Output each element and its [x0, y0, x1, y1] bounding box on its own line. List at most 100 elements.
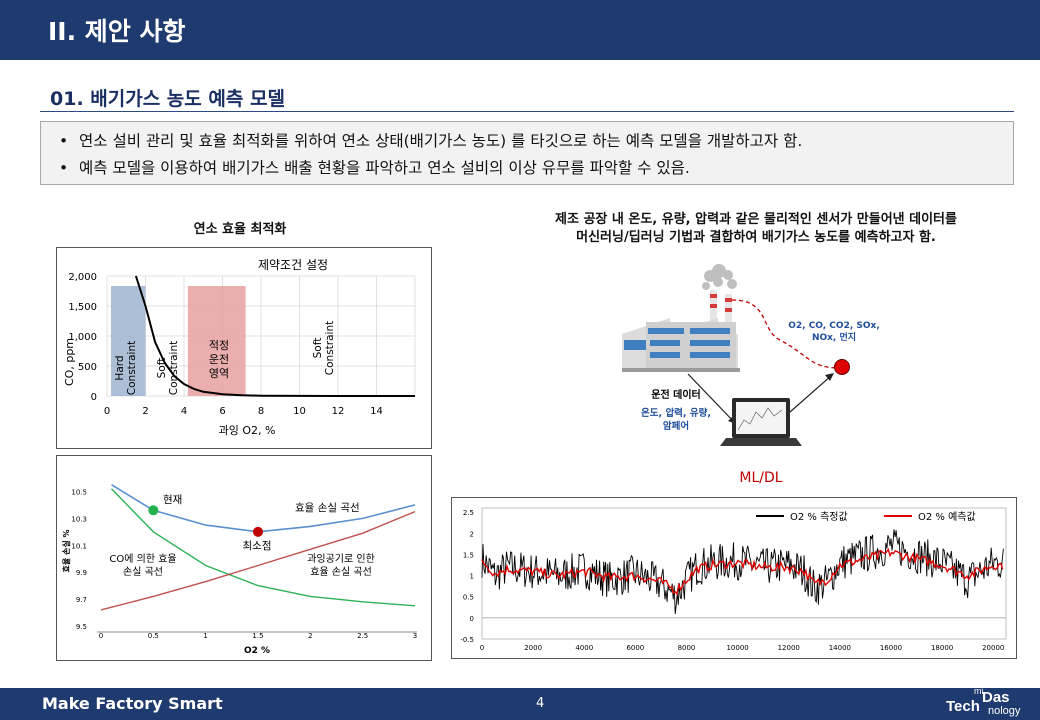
section-divider [40, 111, 1014, 112]
y-tick-label: 9.5 [76, 623, 87, 631]
company-logo: Tech Das mi nology [944, 686, 1040, 720]
efficiency-chart: 0 0.5 1 1.5 2 2.5 3 9.5 9.7 9.9 10.1 10.3 10.5 현재 최소… [61, 484, 417, 656]
x-tick-label: 0 [480, 644, 484, 652]
mldl-label: ML/DL [739, 470, 782, 486]
efficiency-chart-panel: 0 0.5 1 1.5 2 2.5 3 9.5 9.7 9.9 10.1 10.3 10.5 현재 최소… [56, 455, 432, 661]
y-tick-label: 1.5 [463, 551, 474, 559]
x-tick-label: 16000 [880, 644, 902, 652]
page-number: 4 [536, 696, 545, 711]
zone-soft1-label: SoftConstraint [156, 341, 180, 395]
chart1-title: 제약조건 설정 [258, 257, 328, 272]
right-caption-1: 제조 공장 내 온도, 유량, 압력과 같은 물리적인 센서가 만들어낸 데이터… [555, 212, 957, 227]
bullet-icon: • [59, 159, 69, 177]
air-curve-label-1: 과잉공기로 인한 [307, 553, 375, 565]
y-tick-label: 2 [470, 530, 474, 538]
x-tick-label: 10000 [726, 644, 748, 652]
zone-hard-label: HardConstraint [114, 341, 138, 395]
chart2-ylabel: 효율 손실 % [61, 529, 71, 572]
x-tick-label: 2.5 [357, 632, 368, 640]
zone-optimal-label-1: 적정 [209, 339, 229, 352]
y-tick-label: 0.5 [463, 594, 474, 602]
logo-tech: Tech [946, 698, 980, 715]
x-tick-label: 10 [293, 406, 306, 417]
bullet-text: 연소 설비 관리 및 효율 최적화를 위하여 연소 상태(배기가스 농도) 를 … [79, 132, 803, 150]
gas-list-1: O2, CO, CO2, SOx, [788, 321, 880, 331]
y-tick-label: 10.1 [71, 542, 87, 550]
y-tick-label: 1,500 [68, 302, 97, 313]
x-tick-label: 12000 [778, 644, 800, 652]
current-label: 현재 [163, 494, 182, 506]
zone-optimal-label-2: 운전 [209, 353, 229, 366]
logo-das: Das [982, 689, 1010, 706]
x-tick-label: 6 [219, 406, 225, 417]
chart1-ylabel: CO, ppm [63, 338, 76, 386]
page-title: II. 제안 사항 [48, 17, 186, 46]
y-tick-label: 2,000 [68, 272, 97, 283]
gas-list-2: NOx, 먼지 [812, 331, 856, 343]
gas-sensor-icon [834, 359, 850, 375]
total-curve-label: 효율 손실 곡선 [295, 502, 360, 514]
y-tick-label: 9.9 [76, 569, 87, 577]
x-tick-label: 0.5 [148, 632, 159, 640]
x-tick-label: 12 [332, 406, 345, 417]
y-tick-label: 0 [470, 615, 474, 623]
predicted-series [481, 547, 1004, 596]
x-tick-label: 4 [181, 406, 187, 417]
zone-optimal-label-3: 영역 [209, 367, 229, 380]
chart1-xlabel: 과잉 O2, % [219, 424, 276, 437]
y-tick-label: 10.5 [71, 488, 87, 496]
sensor-list-2: 암페어 [663, 420, 689, 432]
x-tick-label: 14 [370, 406, 383, 417]
x-tick-label: 4000 [575, 644, 593, 652]
x-tick-label: 6000 [626, 644, 644, 652]
x-tick-label: 2000 [524, 644, 542, 652]
o2-chart-panel: 0 2000 4000 6000 8000 10000 12000 14000 16000 180… [451, 497, 1017, 659]
logo-nology: nology [988, 705, 1021, 717]
measured-series [481, 529, 1004, 614]
o2-chart: 0 2000 4000 6000 8000 10000 12000 14000 16000 180… [460, 507, 1007, 652]
air-loss-curve [100, 510, 416, 611]
air-curve-label-2: 효율 손실 곡선 [310, 566, 372, 578]
x-tick-label: 0 [99, 632, 103, 640]
summary-box: • 연소 설비 관리 및 효율 최적화를 위하여 연소 상태(배기가스 농도) 를… [40, 121, 1014, 185]
right-caption-2: 머신러닝/딥러닝 기법과 결합하여 배기가스 농도를 예측하고자 함. [576, 230, 936, 245]
arrow-head-icon [825, 373, 834, 381]
minimum-label: 최소점 [243, 540, 272, 552]
y-tick-label: 9.7 [76, 596, 87, 604]
constraint-chart: 제약조건 설정 0 2 4 6 8 10 12 14 0 500 1,000 1,500 2,000 H… [63, 257, 416, 437]
constraint-chart-panel: 제약조건 설정 0 2 4 6 8 10 12 14 0 500 1,000 1,500 2,000 H… [56, 247, 432, 449]
x-tick-label: 2 [142, 406, 148, 417]
x-tick-label: 2 [308, 632, 312, 640]
bullet-item: • 예측 모델을 이용하여 배기가스 배출 현황을 파악하고 연소 설비의 이상 … [59, 156, 690, 178]
section-title: 01. 배기가스 농도 예측 모델 [50, 88, 285, 110]
bullet-item: • 연소 설비 관리 및 효율 최적화를 위하여 연소 상태(배기가스 농도) 를… [59, 129, 802, 151]
x-tick-label: 18000 [931, 644, 953, 652]
legend-measured: O2 % 측정값 [790, 511, 848, 523]
x-tick-label: 1.5 [252, 632, 263, 640]
y-tick-label: -0.5 [460, 636, 474, 644]
x-tick-label: 8000 [678, 644, 696, 652]
y-tick-label: 1,000 [68, 332, 97, 343]
chart2-xlabel: O2 % [244, 646, 270, 656]
o2-plot-area [481, 507, 1007, 640]
logo-mi: mi [974, 686, 984, 696]
bullet-icon: • [59, 132, 69, 150]
output-arrow [789, 374, 833, 413]
process-diagram: O2, CO, CO2, SOx, NOx, 먼지 운전 데이터 온도, 압력,… [622, 264, 880, 486]
sensor-list-1: 온도, 압력, 유량, [641, 407, 711, 419]
hard-constraint-zone [111, 286, 146, 396]
co-curve [134, 275, 415, 397]
laptop-icon [720, 398, 802, 446]
x-tick-label: 20000 [982, 644, 1004, 652]
header-bar: II. 제안 사항 [0, 0, 1040, 60]
x-tick-label: 0 [104, 406, 110, 417]
operation-data-label: 운전 데이터 [651, 388, 700, 401]
x-tick-label: 1 [203, 632, 207, 640]
smoke-icon [702, 264, 737, 290]
y-tick-label: 2.5 [463, 509, 474, 517]
optimal-zone [187, 286, 246, 396]
zone-soft2-label: SoftConstraint [312, 321, 336, 375]
x-tick-label: 3 [413, 632, 417, 640]
emission-link [731, 299, 841, 369]
bullet-text: 예측 모델을 이용하여 배기가스 배출 현황을 파악하고 연소 설비의 이상 유… [79, 159, 690, 177]
